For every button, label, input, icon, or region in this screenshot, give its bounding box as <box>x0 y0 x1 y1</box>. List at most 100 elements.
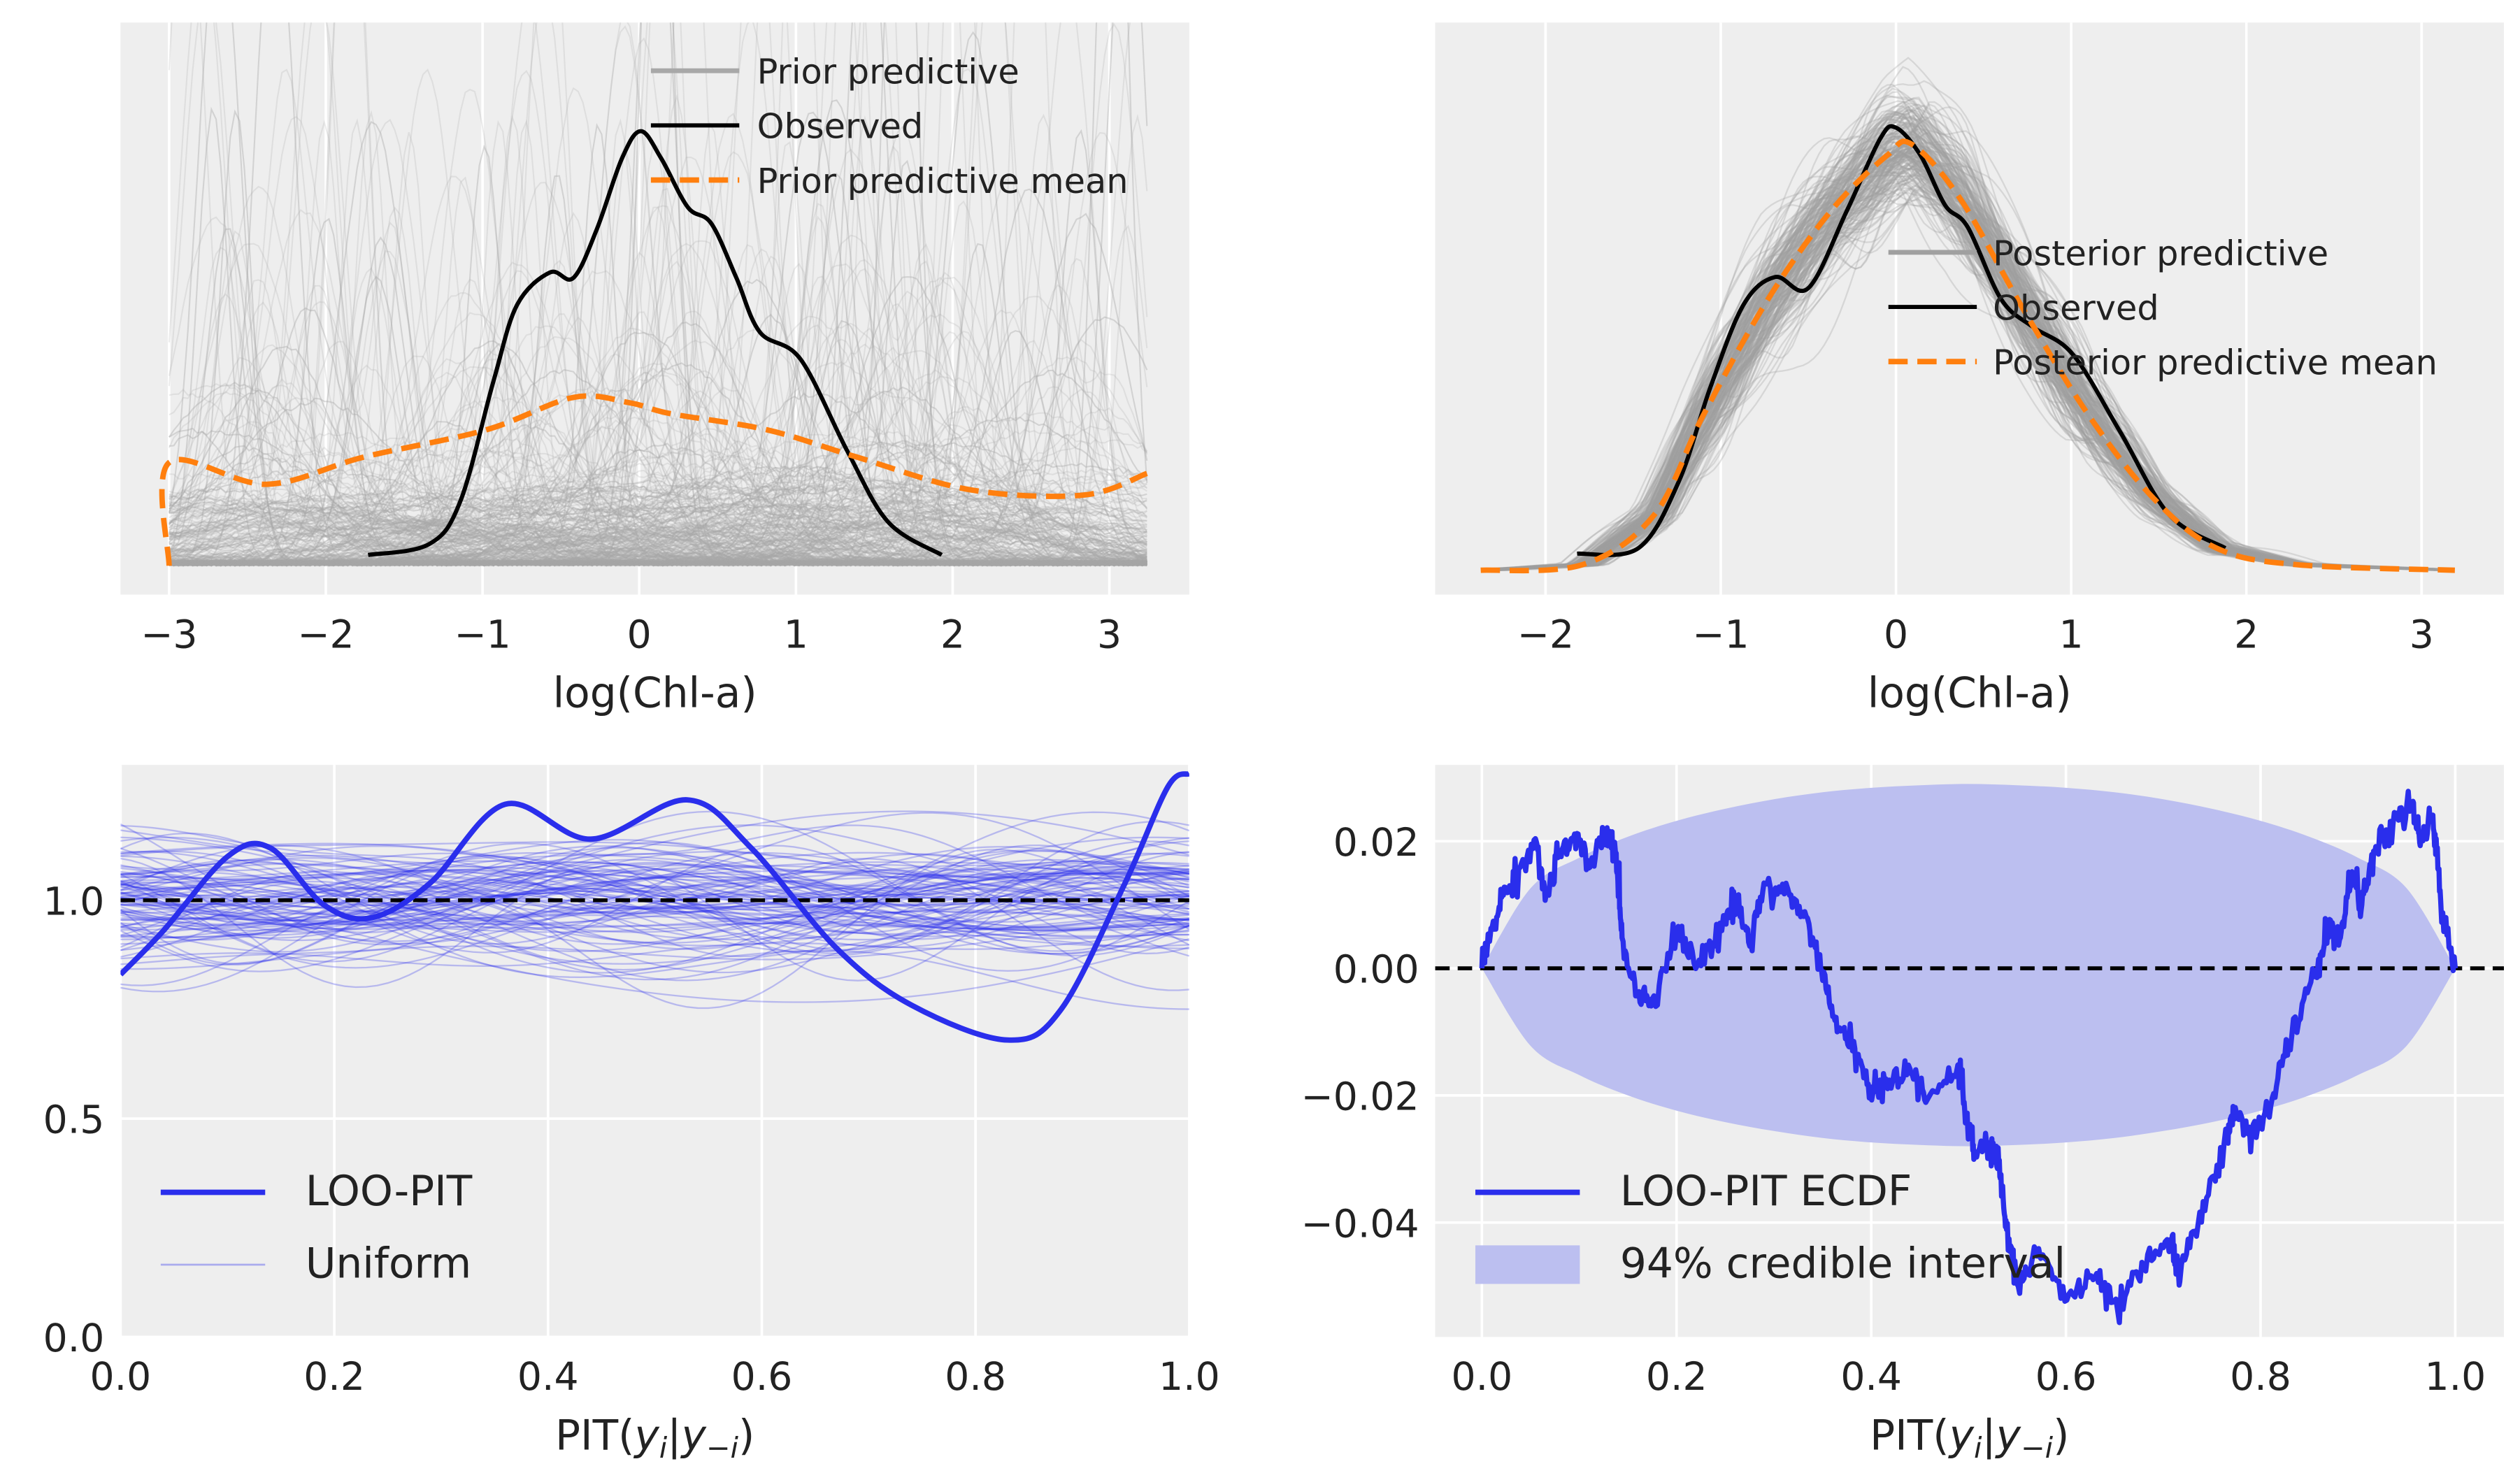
prior-predictive-sample-line <box>169 270 1147 567</box>
prior-predictive-sample-line <box>169 440 1147 567</box>
posterior-predictive-sample-line <box>1493 160 2444 571</box>
prior-predictive-sample-line <box>169 440 1147 567</box>
prior-predictive-sample-line <box>169 447 1147 567</box>
x-axis-label-part: i <box>659 1431 668 1465</box>
prior-predictive-sample-line <box>169 453 1147 567</box>
posterior-predictive-sample-line <box>1493 154 2444 571</box>
prior-predictive-sample-line <box>169 487 1147 566</box>
prior-predictive-sample-line <box>169 243 1147 567</box>
prior-predictive-sample-line <box>169 503 1147 561</box>
prior-predictive-sample-line <box>169 503 1147 561</box>
prior-predictive-sample-line <box>169 392 1147 567</box>
legend-label: Observed <box>757 106 924 147</box>
prior-predictive-sample-line <box>169 473 1147 565</box>
posterior-predictive-sample-line <box>1493 147 2444 571</box>
prior-predictive-sample-line <box>169 244 1147 566</box>
legend-label: LOO-PIT ECDF <box>1620 1168 1912 1216</box>
prior-predictive-sample-line <box>169 22 1147 567</box>
prior-predictive-sample-line <box>169 395 1147 567</box>
prior-predictive-sample-line <box>169 485 1148 567</box>
prior-predictive-sample-line <box>169 503 1148 566</box>
prior-predictive-sample-line <box>169 257 1147 566</box>
legend-label: LOO-PIT <box>306 1168 473 1216</box>
x-tick-label: 0.2 <box>303 1355 365 1400</box>
prior-predictive-sample-line <box>169 361 1148 567</box>
prior-predictive-sample-line <box>169 22 1147 567</box>
prior-predictive-sample-line <box>169 487 1148 566</box>
prior-predictive-sample-line <box>169 498 1147 566</box>
prior-predictive-sample-line <box>169 382 1147 567</box>
prior-predictive-sample-line <box>168 22 1147 567</box>
prior-predictive-sample-line <box>169 187 1147 567</box>
legend: Prior predictive Observed Prior predictive… <box>650 52 1129 201</box>
prior-predictive-sample-line <box>169 501 1147 566</box>
prior-predictive-sample-line <box>169 340 1147 567</box>
prior-predictive-sample-line <box>169 509 1147 559</box>
prior-predictive-sample-line <box>169 438 1148 567</box>
prior-predictive-sample-line <box>169 325 1147 567</box>
x-tick-label: −1 <box>454 612 510 657</box>
prior-predictive-sample-line <box>169 329 1148 567</box>
prior-predictive-sample-line <box>169 391 1147 567</box>
prior-predictive-sample-line <box>168 22 1148 567</box>
prior-predictive-sample-line <box>169 113 1148 567</box>
prior-predictive-sample-line <box>169 440 1147 567</box>
prior-predictive-sample-line <box>169 440 1147 567</box>
prior-predictive-sample-line <box>169 310 1147 567</box>
posterior-predictive-sample-line <box>1493 91 2444 571</box>
prior-predictive-sample-line <box>169 487 1148 566</box>
prior-predictive-sample-line <box>169 22 1147 567</box>
prior-predictive-sample-line <box>169 279 1147 567</box>
prior-predictive-sample-line <box>169 489 1147 567</box>
posterior-predictive-sample-line <box>1493 110 2444 571</box>
prior-predictive-sample-line <box>169 23 1148 567</box>
prior-predictive-sample-line <box>169 259 1147 567</box>
prior-predictive-sample-line <box>169 421 1147 567</box>
x-tick-label: 1.0 <box>1159 1355 1220 1400</box>
prior-predictive-sample-line <box>169 115 1147 567</box>
prior-predictive-sample-line <box>169 436 1147 565</box>
prior-predictive-sample-line <box>169 22 1147 567</box>
posterior-predictive-sample-line <box>1493 124 2444 571</box>
prior-predictive-sample-line <box>169 188 1147 567</box>
prior-predictive-sample-line <box>169 479 1147 565</box>
prior-predictive-sample-line <box>168 22 1147 567</box>
prior-predictive-sample-line <box>169 240 1147 567</box>
axes-background <box>120 22 1189 595</box>
posterior-predictive-sample-line <box>1493 144 2444 571</box>
prior-predictive-sample-line <box>169 503 1148 566</box>
x-axis-label: PIT(yi|y−i) <box>1870 1411 2069 1464</box>
prior-predictive-sample-line <box>169 385 1147 567</box>
prior-predictive-sample-line <box>169 175 1147 566</box>
posterior-predictive-sample-line <box>1493 155 2444 571</box>
prior-predictive-sample-line <box>169 353 1148 567</box>
prior-predictive-sample-line <box>169 343 1147 566</box>
prior-predictive-sample-line <box>169 433 1147 567</box>
prior-predictive-sample-line <box>169 151 1147 567</box>
prior-predictive-sample-line <box>169 479 1147 565</box>
prior-predictive-sample-line <box>169 268 1147 567</box>
prior-predictive-sample-line <box>169 431 1147 567</box>
prior-predictive-sample-line <box>169 495 1147 566</box>
prior-predictive-sample-line <box>169 416 1147 566</box>
posterior-predictive-sample-line <box>1493 103 2444 571</box>
prior-predictive-sample-line <box>169 311 1147 567</box>
prior-predictive-sample-line <box>169 463 1147 567</box>
x-tick-label: 1 <box>784 612 808 657</box>
prior-predictive-sample-line <box>169 503 1147 559</box>
prior-predictive-sample-line <box>169 22 1147 567</box>
prior-predictive-sample-line <box>169 501 1147 566</box>
prior-predictive-sample-line <box>169 22 1147 567</box>
posterior-predictive-sample-line <box>1493 112 2444 571</box>
prior-predictive-sample-line <box>169 508 1147 566</box>
prior-predictive-sample-line <box>169 22 1147 567</box>
prior-predictive-sample-line <box>169 327 1147 567</box>
prior-predictive-sample-line <box>169 485 1147 562</box>
prior-predictive-sample-line <box>169 343 1147 567</box>
prior-predictive-sample-line <box>169 487 1147 561</box>
prior-predictive-sample-line <box>169 129 1147 567</box>
prior-predictive-sample-line <box>169 358 1147 567</box>
prior-predictive-sample-line <box>169 236 1147 566</box>
legend-observed: Observed <box>650 106 924 147</box>
prior-predictive-sample-line <box>169 270 1147 567</box>
